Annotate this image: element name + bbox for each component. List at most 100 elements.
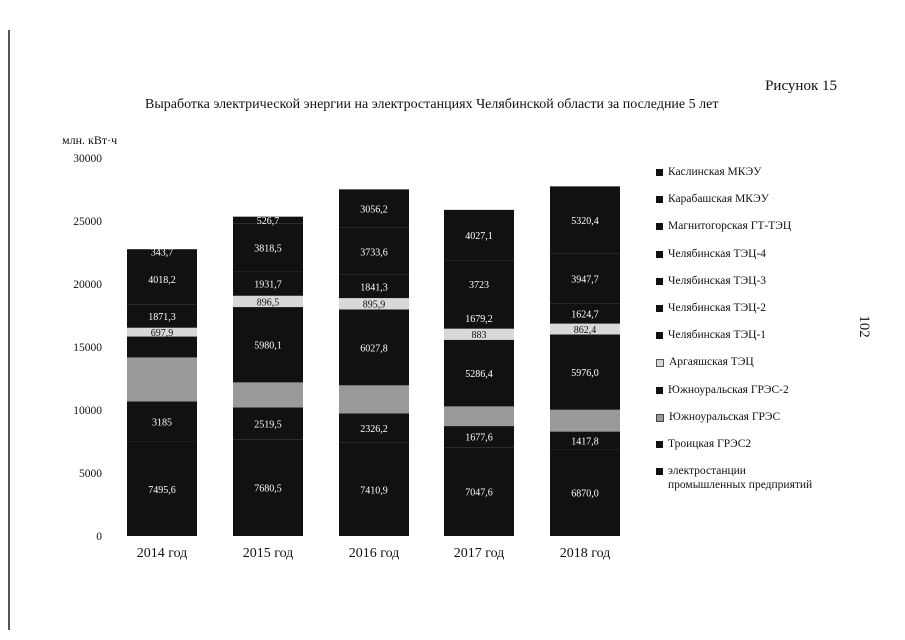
bar-segment <box>550 449 620 536</box>
legend-item: Челябинская ТЭЦ-4 <box>656 247 812 274</box>
bar-segment <box>444 328 514 340</box>
bar-segment <box>233 407 303 440</box>
bar-value-label: 3056,2 <box>360 205 388 216</box>
bar-value-label: 883 <box>472 330 487 341</box>
bar-segment <box>339 385 409 414</box>
legend-label: Челябинская ТЭЦ-4 <box>668 247 767 260</box>
bar-segment <box>127 327 197 337</box>
bar-stack: 6870,0 1417,8 5976,0 862,4 1624,7 3947,7 5320,… <box>550 186 620 536</box>
y-tick-label: 15000 <box>73 342 102 354</box>
y-tick-label: 25000 <box>73 216 102 228</box>
bar-segment <box>339 413 409 443</box>
legend-swatch <box>656 169 663 176</box>
legend-item: Челябинская ТЭЦ-3 <box>656 274 812 301</box>
x-tick-label: 2017 год <box>454 546 505 561</box>
bar-segment <box>339 442 409 536</box>
legend-label: электростанции промышленных предприятий <box>668 465 813 492</box>
legend-swatch <box>656 223 663 231</box>
legend-label: Троицкая ГРЭС2 <box>668 437 752 450</box>
bar-value-label: 4027,1 <box>465 231 493 242</box>
legend-item: Челябинская ТЭЦ-1 <box>656 328 812 355</box>
bar-value-label: 3947,7 <box>571 274 599 285</box>
legend-label: Аргаяшская ТЭЦ <box>669 356 754 369</box>
bar-value-label: 896,5 <box>257 297 280 308</box>
y-tick-label: 10000 <box>73 405 102 417</box>
bar-segment <box>550 334 620 410</box>
legend-label: Каслинская МКЭУ <box>668 166 762 178</box>
legend-item: Южноуральская ГРЭС <box>656 410 812 437</box>
bar-value-label: 1624,7 <box>571 309 599 320</box>
legend-item: Троицкая ГРЭС2 <box>656 437 812 464</box>
y-axis-ticks: 0 5000 10000 15000 20000 25000 30000 <box>73 153 102 543</box>
legend-swatch <box>656 304 663 312</box>
bar-value-label: 862,4 <box>574 325 597 336</box>
legend-item: Аргаяшская ТЭЦ <box>656 355 812 382</box>
legend-item: Карабашская МКЭУ <box>656 192 812 219</box>
bar-segment <box>444 339 514 407</box>
bar-value-label: 1679,2 <box>465 314 493 325</box>
bar-segment <box>550 431 620 450</box>
bar-segment <box>233 223 303 272</box>
bar-value-label: 2326,2 <box>360 424 388 435</box>
bar-value-label: 3818,5 <box>254 243 282 254</box>
legend-item: электростанции промышленных предприятий <box>656 464 812 491</box>
legend-swatch <box>656 440 663 448</box>
bar-segment <box>127 357 197 402</box>
y-axis-unit-label: млн. кВт·ч <box>62 133 118 147</box>
bar-value-label: 1417,8 <box>571 437 599 448</box>
y-tick-label: 20000 <box>73 279 102 291</box>
x-tick-label: 2015 год <box>243 546 294 561</box>
bar-value-label: 5976,0 <box>571 368 599 379</box>
page-edge-line <box>8 30 10 630</box>
x-tick-label: 2018 год <box>560 546 611 561</box>
legend-swatch <box>656 413 664 422</box>
bar-segment <box>444 447 514 536</box>
bar-segment <box>550 323 620 335</box>
bar-value-label: 343,7 <box>151 247 174 258</box>
legend-label: Челябинская ТЭЦ-1 <box>668 329 767 342</box>
bar-segment <box>550 303 620 324</box>
figure-label: Рисунок 15 <box>765 78 837 94</box>
bar-segment <box>127 401 197 442</box>
legend-label: Южноуральская ГРЭС <box>669 410 781 423</box>
bar-value-label: 895,9 <box>363 300 386 311</box>
bar-segment <box>233 382 303 408</box>
legend-swatch <box>656 196 663 204</box>
bar-segment <box>127 249 197 254</box>
bar-segment <box>127 304 197 328</box>
bar-segment <box>444 260 514 308</box>
bar-segment <box>127 253 197 305</box>
x-axis-ticks: 2014 год 2015 год 2016 год 2017 год 2018 год <box>137 546 611 561</box>
x-tick-label: 2014 год <box>137 546 188 561</box>
bar-segment <box>339 309 409 386</box>
legend-item: Южноуральская ГРЭС-2 <box>656 383 812 410</box>
legend-item: Каслинская МКЭУ <box>656 165 812 192</box>
bar-value-label: 2519,5 <box>254 419 282 430</box>
bar-segment <box>444 406 514 427</box>
legend-label: Карабашская МКЭУ <box>668 193 769 206</box>
bar-value-label: 526,7 <box>257 216 280 227</box>
legend-swatch <box>656 468 663 476</box>
y-tick-label: 5000 <box>79 468 102 480</box>
bar-segment <box>127 336 197 358</box>
chart-title: Выработка электрической энергии на элект… <box>145 97 719 112</box>
bar-segment <box>550 253 620 304</box>
bar-segment <box>233 295 303 308</box>
bar-value-label: 5286,4 <box>465 369 493 380</box>
legend-swatch <box>656 277 663 285</box>
bar-stacks: 7495,6 3185 697,9 1871,3 4018,2 343,7 7680,5 25… <box>127 186 620 536</box>
bar-segment <box>550 186 620 254</box>
legend-label: Челябинская ТЭЦ-2 <box>668 301 767 314</box>
bar-segment <box>233 439 303 536</box>
bar-value-label: 7410,9 <box>360 485 388 496</box>
bar-value-label: 6027,8 <box>360 343 388 354</box>
bar-value-label: 697,9 <box>151 328 174 339</box>
bar-value-label: 7047,6 <box>465 488 493 499</box>
legend-item: Челябинская ТЭЦ-2 <box>656 301 812 328</box>
legend-swatch <box>656 359 664 368</box>
bar-segment <box>550 409 620 432</box>
bar-segment <box>339 227 409 275</box>
bar-segment <box>233 216 303 224</box>
